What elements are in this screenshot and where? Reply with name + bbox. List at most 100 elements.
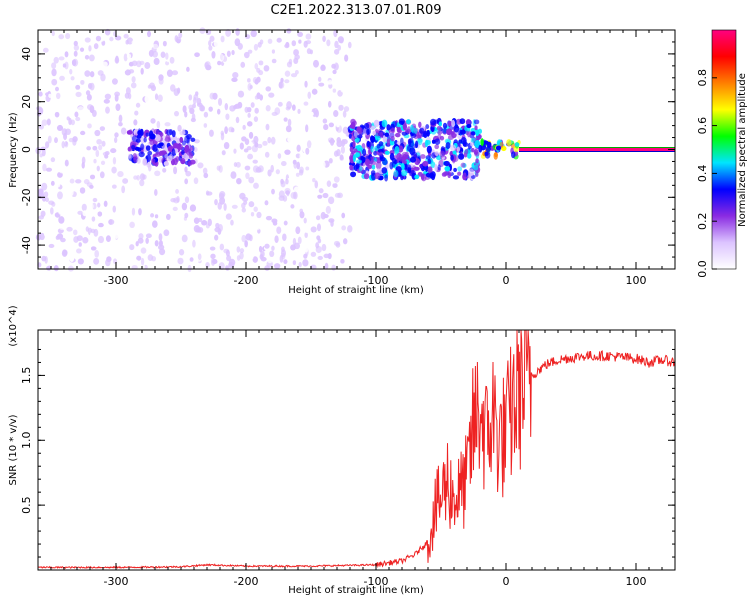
heatmap-cell <box>163 161 169 167</box>
heatmap-cell <box>333 115 340 124</box>
heatmap-cell <box>80 79 85 85</box>
heatmap-cell <box>95 35 102 42</box>
heatmap-cell <box>280 180 286 188</box>
heatmap-cell <box>91 216 96 222</box>
heatmap-cell <box>264 200 269 206</box>
heatmap-cell <box>133 119 138 126</box>
heatmap-cell <box>201 204 206 213</box>
heatmap-cell <box>305 124 309 133</box>
heatmap-cell <box>247 207 254 212</box>
x-tick-label: -100 <box>364 575 389 588</box>
heatmap-cell <box>144 62 151 70</box>
heatmap-cell <box>158 74 164 81</box>
heatmap-cell <box>160 51 166 58</box>
heatmap-cell <box>276 37 282 43</box>
heatmap-cell <box>309 111 314 117</box>
heatmap-cell <box>338 104 344 111</box>
heatmap-cell <box>250 102 255 108</box>
heatmap-cell <box>466 123 472 129</box>
colorbar-tick-label: 0.0 <box>696 260 709 278</box>
heatmap-cell <box>139 60 145 66</box>
heatmap-cell <box>90 246 96 251</box>
heatmap-cell <box>145 237 149 244</box>
heatmap-cell <box>147 30 152 38</box>
heatmap-cell <box>131 145 136 150</box>
heatmap-cell <box>184 212 189 219</box>
heatmap-cell <box>140 247 147 254</box>
heatmap-cell <box>304 80 308 88</box>
heatmap-cell <box>220 35 225 43</box>
heatmap-cell <box>259 39 264 45</box>
heatmap-cell <box>259 94 264 101</box>
heatmap-cell <box>285 178 289 185</box>
heatmap-cell <box>316 223 322 232</box>
heatmap-cell <box>162 167 167 173</box>
heatmap-cell <box>53 56 59 64</box>
heatmap-cell <box>286 61 293 68</box>
heatmap-cell <box>69 68 73 75</box>
heatmap-cell <box>40 210 46 217</box>
heatmap-cell <box>153 205 158 211</box>
heatmap-cell <box>465 119 471 126</box>
heatmap-cell <box>120 127 127 135</box>
heatmap-cell <box>173 197 180 204</box>
heatmap-cell <box>406 119 411 125</box>
heatmap-cell <box>323 112 330 119</box>
heatmap-cell <box>297 31 304 37</box>
heatmap-cell <box>209 92 215 100</box>
heatmap-cell <box>81 156 86 165</box>
heatmap-cell <box>271 49 276 54</box>
heatmap-cell <box>437 164 441 171</box>
heatmap-cell <box>363 173 370 180</box>
heatmap-cell <box>250 30 257 38</box>
heatmap-cell <box>225 152 232 160</box>
heatmap-cell <box>423 130 428 139</box>
heatmap-cell <box>213 39 220 48</box>
y-tick-label: 40 <box>20 47 33 61</box>
heatmap-cell <box>239 251 244 260</box>
heatmap-cell <box>68 137 74 143</box>
heatmap-cell <box>184 178 189 185</box>
colorbar-frame <box>711 29 737 270</box>
heatmap-cell <box>158 244 165 251</box>
heatmap-cell <box>158 150 165 156</box>
heatmap-cell <box>108 219 113 225</box>
heatmap-cell <box>293 186 300 192</box>
heatmap-cell <box>457 166 463 172</box>
heatmap-cell <box>111 184 117 189</box>
heatmap-cell <box>254 63 259 70</box>
heatmap-cell <box>265 105 271 112</box>
heatmap-cell <box>203 172 209 179</box>
heatmap-cell <box>88 203 94 210</box>
heatmap-cell <box>369 135 375 142</box>
heatmap-cell <box>51 30 55 37</box>
heatmap-cell <box>87 123 92 129</box>
heatmap-cell <box>217 79 223 87</box>
heatmap-cell <box>164 153 168 159</box>
heatmap-cell <box>314 51 319 57</box>
heatmap-cell <box>47 135 52 144</box>
heatmap-cell <box>327 100 332 108</box>
heatmap-cell <box>248 131 254 139</box>
heatmap-cell <box>126 53 132 60</box>
heatmap-cell <box>268 92 275 98</box>
heatmap-cell <box>70 188 74 196</box>
heatmap-cell <box>106 256 112 263</box>
heatmap-cell <box>55 86 59 92</box>
heatmap-cell <box>392 120 398 128</box>
heatmap-cell <box>356 126 362 133</box>
heatmap-cell <box>247 78 251 83</box>
heatmap-cell <box>237 90 245 98</box>
heatmap-cell <box>97 211 103 217</box>
heatmap-cell <box>165 52 169 60</box>
heatmap-cell <box>254 141 259 148</box>
heatmap-cell <box>398 154 404 162</box>
snr-series-line <box>37 329 676 570</box>
heatmap-cell <box>112 205 117 213</box>
heatmap-cell <box>468 168 475 177</box>
heatmap-cell <box>352 154 357 163</box>
heatmap-cell <box>94 250 100 258</box>
heatmap-cell <box>177 67 183 74</box>
heatmap-cell <box>317 76 322 82</box>
